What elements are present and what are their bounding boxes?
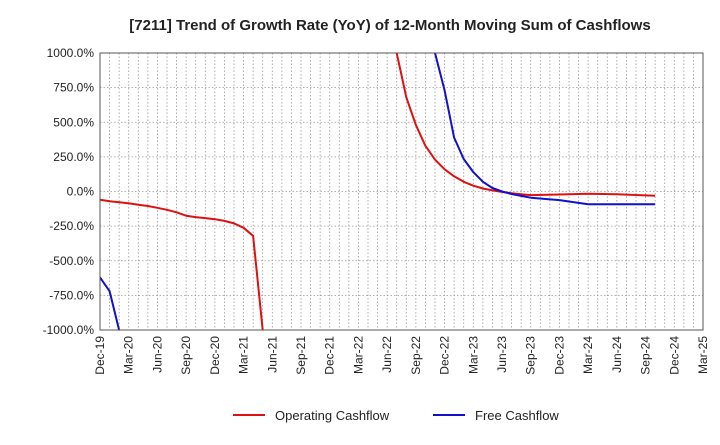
legend: Operating Cashflow Free Cashflow: [233, 408, 559, 423]
y-tick-label: 0.0%: [67, 185, 95, 199]
x-tick-label: Dec-23: [552, 336, 566, 375]
x-tick-label: Jun-21: [265, 336, 279, 373]
y-tick-label: 750.0%: [53, 81, 94, 95]
chart-title: [7211] Trend of Growth Rate (YoY) of 12-…: [129, 17, 650, 34]
x-tick-label: Dec-19: [93, 336, 107, 375]
x-tick-label: Mar-25: [696, 336, 710, 374]
x-tick-label: Jun-24: [610, 336, 624, 373]
x-tick-label: Jun-23: [495, 336, 509, 373]
x-tick-label: Mar-24: [581, 336, 595, 374]
series-line-operating-cashflow: [100, 53, 656, 330]
legend-label: Operating Cashflow: [275, 408, 390, 423]
legend-label: Free Cashflow: [475, 408, 559, 423]
series-line-free-cashflow: [100, 53, 656, 330]
grid-layer: [100, 52, 703, 331]
y-tick-label: 500.0%: [53, 115, 94, 129]
x-tick-label: Dec-22: [438, 336, 452, 375]
x-tick-label: Dec-24: [667, 336, 681, 375]
x-tick-label: Sep-24: [639, 336, 653, 375]
x-tick-label: Mar-23: [466, 336, 480, 374]
y-tick-label: -750.0%: [49, 288, 94, 302]
series-layer: [100, 53, 656, 330]
axis-layer: 1000.0% 750.0% 500.0% 250.0% 0.0% -250.0% -500…: [43, 46, 710, 375]
x-tick-label: Jun-20: [150, 336, 164, 373]
x-tick-label: Sep-22: [409, 336, 423, 375]
y-tick-label: -1000.0%: [43, 323, 95, 337]
y-tick-label: -250.0%: [49, 219, 94, 233]
x-tick-label: Mar-20: [122, 336, 136, 374]
x-tick-label: Sep-21: [294, 336, 308, 375]
x-tick-label: Sep-20: [179, 336, 193, 375]
x-tick-label: Mar-22: [351, 336, 365, 374]
x-tick-label: Mar-21: [237, 336, 251, 374]
x-tick-label: Jun-22: [380, 336, 394, 373]
x-tick-label: Dec-21: [323, 336, 337, 375]
y-tick-label: 1000.0%: [47, 46, 95, 60]
y-tick-label: -500.0%: [49, 254, 94, 268]
plot-frame: [99, 52, 704, 331]
x-tick-label: Sep-23: [524, 336, 538, 375]
x-tick-label: Dec-20: [208, 336, 222, 375]
y-tick-label: 250.0%: [53, 150, 94, 164]
